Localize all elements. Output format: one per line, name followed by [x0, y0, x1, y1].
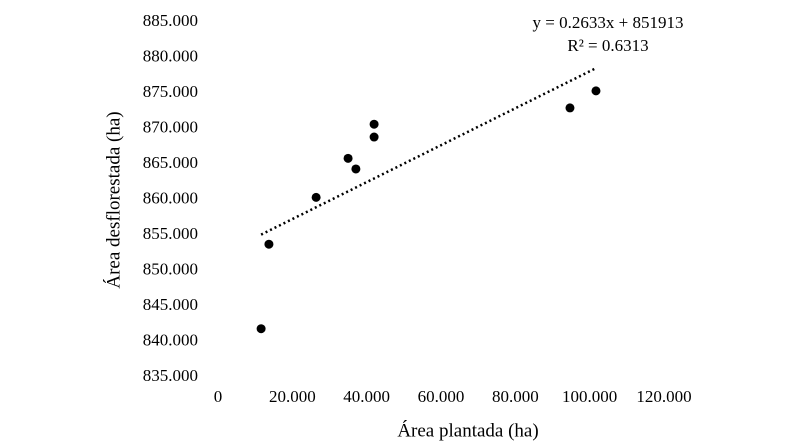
y-tick-label: 855.000 — [143, 224, 198, 243]
x-tick-label: 80.000 — [492, 387, 539, 406]
point — [351, 164, 361, 174]
y-tick-label: 860.000 — [143, 188, 198, 207]
point — [591, 86, 601, 96]
y-tick-label: 880.000 — [143, 46, 198, 65]
trendline — [260, 67, 597, 236]
x-tick-label: 120.000 — [636, 387, 691, 406]
y-tick-label: 870.000 — [143, 117, 198, 136]
point — [343, 153, 353, 163]
x-tick-label: 100.000 — [562, 387, 617, 406]
point — [565, 103, 575, 113]
x-axis-label: Área plantada (ha) — [397, 419, 538, 441]
r-squared: R² = 0.6313 — [567, 36, 648, 55]
y-tick-label: 875.000 — [143, 82, 198, 101]
point — [369, 119, 379, 129]
y-tick-label: 840.000 — [143, 330, 198, 349]
x-tick-label: 60.000 — [418, 387, 465, 406]
y-tick-label: 850.000 — [143, 259, 198, 278]
y-tick-label: 865.000 — [143, 153, 198, 172]
x-tick-label: 0 — [214, 387, 223, 406]
x-tick-label: 40.000 — [343, 387, 390, 406]
point — [256, 324, 266, 334]
point — [311, 192, 321, 202]
y-tick-label: 845.000 — [143, 295, 198, 314]
x-tick-label: 20.000 — [269, 387, 316, 406]
y-axis-label: Área desflorestada (ha) — [102, 111, 124, 288]
point — [369, 132, 379, 142]
y-tick-label: 885.000 — [143, 11, 198, 30]
trendline-equation: y = 0.2633x + 851913 — [533, 13, 684, 32]
y-tick-label: 835.000 — [143, 366, 198, 385]
point — [264, 239, 274, 249]
